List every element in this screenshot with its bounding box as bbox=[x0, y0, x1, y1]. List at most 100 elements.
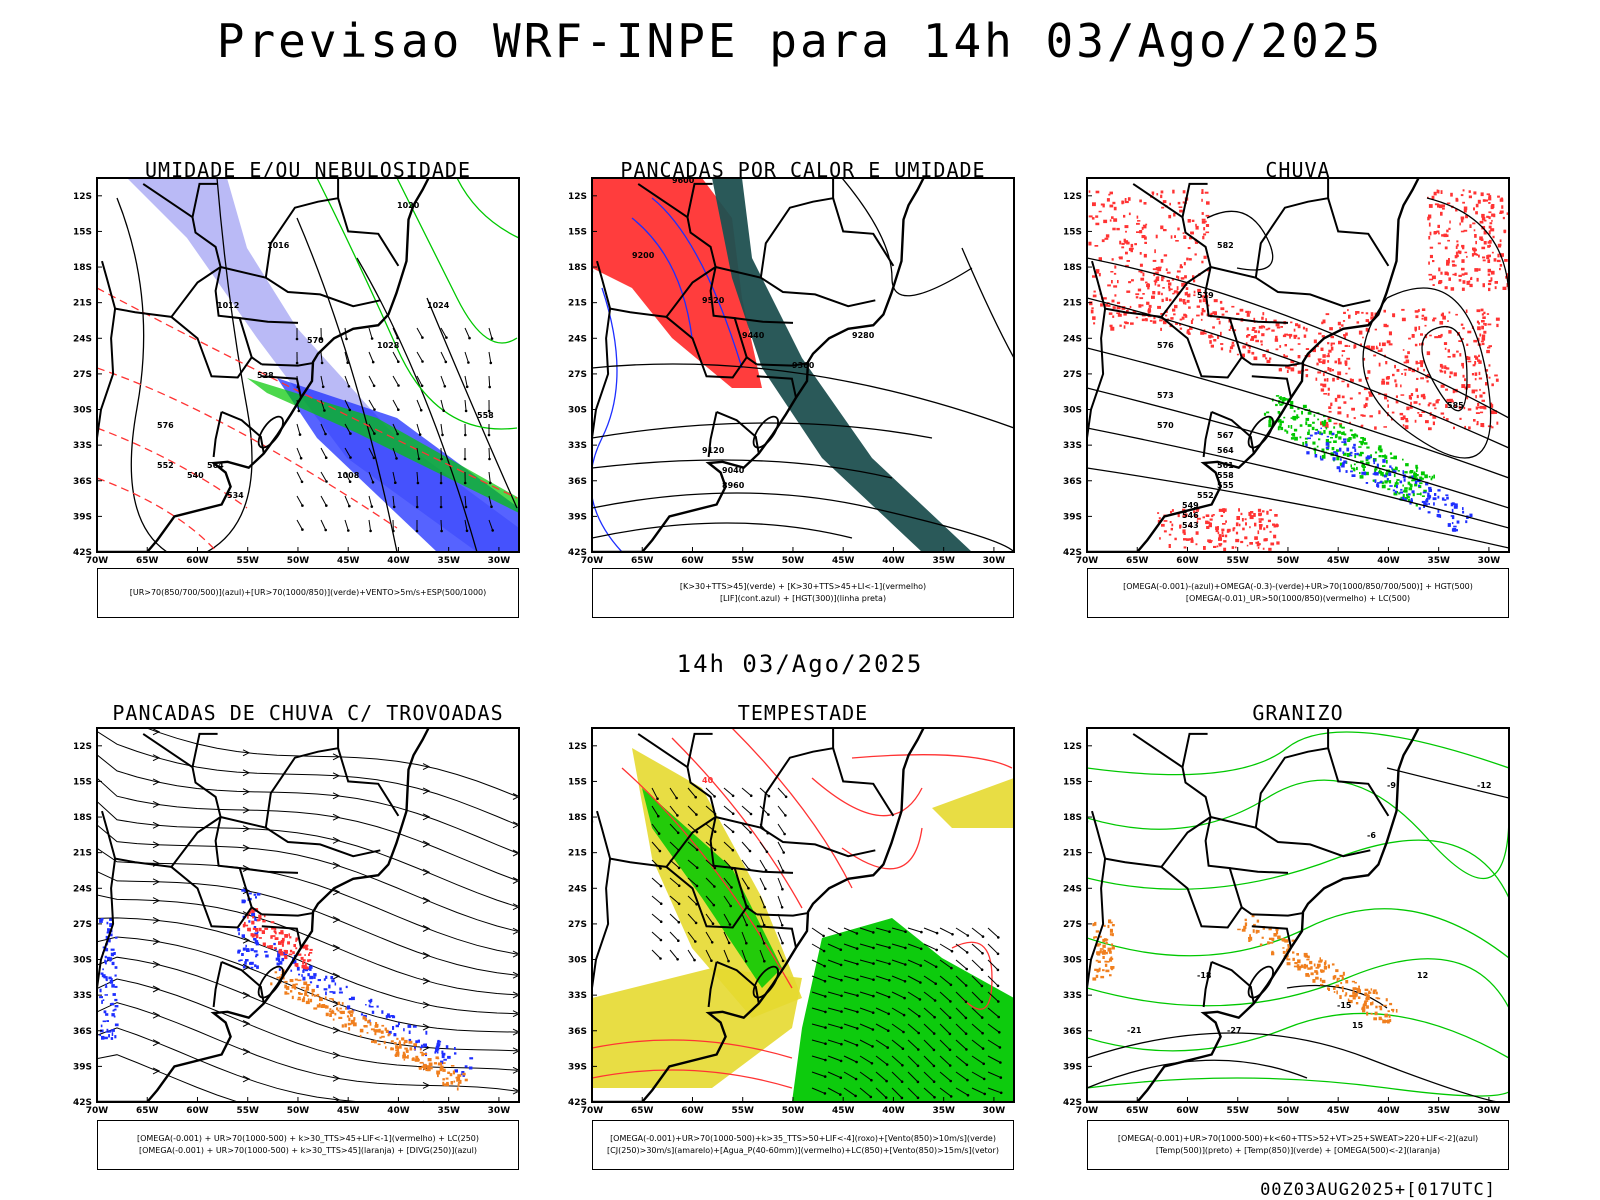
field-dot bbox=[1265, 328, 1269, 331]
field-dot bbox=[1194, 241, 1198, 244]
field-dot bbox=[1386, 340, 1391, 344]
field-dot bbox=[1390, 457, 1394, 459]
field-dot bbox=[1493, 410, 1498, 414]
lat-label: 21S bbox=[568, 849, 587, 859]
wind-vector-head bbox=[901, 1064, 904, 1067]
wind-vector bbox=[777, 841, 785, 853]
field-dot bbox=[338, 1016, 343, 1019]
field-dot bbox=[1360, 414, 1364, 417]
field-dot bbox=[1305, 421, 1308, 426]
field-dot bbox=[1293, 965, 1298, 968]
lat-label: 33S bbox=[568, 991, 587, 1001]
field-dot bbox=[1141, 304, 1144, 307]
field-dot bbox=[363, 1025, 368, 1028]
field-dot bbox=[1095, 974, 1099, 978]
field-dot bbox=[1258, 520, 1262, 523]
wind-vector-head bbox=[731, 848, 735, 852]
field-dot bbox=[1354, 448, 1357, 452]
field-dot bbox=[1437, 204, 1441, 208]
lon-label: 30W bbox=[1478, 556, 1501, 566]
contour-line bbox=[651, 197, 743, 369]
wind-vector-head bbox=[932, 1064, 936, 1068]
wind-vector bbox=[939, 1007, 951, 1019]
field-dot bbox=[1096, 943, 1100, 947]
wind-vector bbox=[923, 1055, 935, 1067]
field-dot bbox=[1281, 400, 1285, 402]
field-dot bbox=[1314, 454, 1318, 458]
field-dot bbox=[1417, 309, 1420, 312]
wind-vector bbox=[875, 1007, 889, 1015]
field-dot bbox=[1112, 315, 1115, 318]
field-dot bbox=[1306, 353, 1311, 358]
field-dot bbox=[1209, 335, 1211, 339]
field-dot bbox=[449, 1073, 453, 1077]
field-dot bbox=[1369, 456, 1372, 459]
field-dot bbox=[436, 1045, 439, 1048]
field-dot bbox=[1107, 284, 1111, 287]
field-dot bbox=[1453, 525, 1457, 528]
field-dot bbox=[1253, 317, 1256, 322]
field-dot bbox=[309, 959, 312, 962]
field-dot bbox=[1446, 398, 1451, 402]
field-dot bbox=[368, 1004, 371, 1008]
wind-vector-head bbox=[904, 946, 907, 950]
wind-vector-head bbox=[887, 995, 891, 999]
field-dot bbox=[111, 984, 115, 988]
contour-line bbox=[1426, 197, 1509, 299]
field-dot bbox=[1336, 978, 1339, 982]
field-dot bbox=[1191, 318, 1194, 321]
field-dot bbox=[1224, 534, 1228, 538]
field-dot bbox=[1389, 485, 1393, 487]
contour-line bbox=[1087, 731, 1509, 776]
field-dot bbox=[301, 974, 303, 977]
field-dot bbox=[1282, 950, 1286, 954]
field-dot bbox=[1464, 251, 1468, 254]
wind-vector bbox=[687, 841, 698, 851]
flow-arrow bbox=[152, 1067, 161, 1075]
field-dot bbox=[274, 937, 279, 940]
field-dot bbox=[1419, 360, 1424, 364]
field-dot bbox=[1216, 318, 1220, 320]
field-dot bbox=[242, 900, 246, 903]
field-dot bbox=[1215, 528, 1219, 533]
field-dot bbox=[1098, 257, 1102, 261]
field-dot bbox=[1381, 342, 1386, 347]
field-dot bbox=[1121, 246, 1125, 249]
lon-label: 65W bbox=[136, 1106, 159, 1116]
contour-label: 1028 bbox=[377, 341, 400, 350]
field-dot bbox=[1432, 317, 1437, 320]
country-border bbox=[832, 747, 895, 817]
wind-vector-head bbox=[855, 1043, 859, 1047]
field-dot bbox=[1415, 315, 1419, 319]
field-dot bbox=[1378, 362, 1381, 367]
lat-label: 33S bbox=[1063, 441, 1082, 451]
wind-vector bbox=[811, 927, 824, 937]
field-dot bbox=[1168, 288, 1173, 291]
field-dot bbox=[1454, 404, 1457, 408]
wind-vector bbox=[923, 1039, 935, 1051]
field-dot bbox=[329, 998, 333, 1000]
country-border bbox=[715, 816, 876, 858]
wind-vector-head bbox=[749, 812, 753, 816]
country-border bbox=[1204, 816, 1243, 908]
field-dot bbox=[376, 1005, 379, 1008]
wind-vector bbox=[464, 351, 469, 363]
field-dot bbox=[404, 1056, 408, 1059]
field-dot bbox=[1393, 473, 1396, 478]
field-dot bbox=[394, 1054, 398, 1057]
field-dot bbox=[1203, 546, 1206, 550]
field-dot bbox=[341, 1002, 344, 1005]
flow-arrow bbox=[152, 1039, 161, 1047]
field-dot bbox=[1501, 205, 1504, 209]
wind-vector-head bbox=[824, 1010, 827, 1014]
wind-vector-head bbox=[997, 1015, 1000, 1019]
field-dot bbox=[1257, 508, 1262, 512]
field-dot bbox=[329, 1014, 332, 1016]
field-dot bbox=[1298, 965, 1302, 968]
wind-vector-head bbox=[441, 433, 444, 437]
field-dot bbox=[445, 1045, 449, 1049]
field-dot bbox=[1450, 502, 1454, 507]
field-dot bbox=[1307, 967, 1312, 970]
country-border bbox=[1251, 925, 1292, 948]
field-dot bbox=[1325, 446, 1330, 449]
